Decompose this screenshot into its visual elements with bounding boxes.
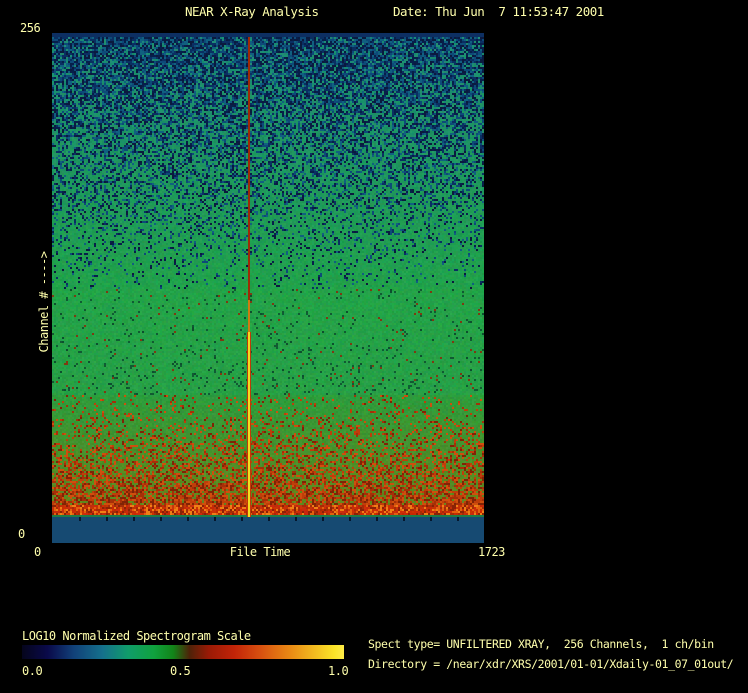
colorbar-label: LOG10 Normalized Spectrogram Scale <box>22 629 251 643</box>
spect-type-info: Spect type= UNFILTERED XRAY, 256 Channel… <box>368 637 714 651</box>
directory-info: Directory = /near/xdr/XRS/2001/01-01/Xda… <box>368 657 734 671</box>
colorbar-tick-min: 0.0 <box>22 664 43 678</box>
y-axis-min-tick: 0 <box>18 527 25 541</box>
y-axis-label: Channel # ----> <box>37 251 51 353</box>
colorbar-tick-max: 1.0 <box>328 664 349 678</box>
x-axis-max-tick: 1723 <box>478 545 505 559</box>
page-title: NEAR X-Ray Analysis <box>185 4 319 19</box>
x-axis-label: File Time <box>229 545 291 559</box>
y-axis-max-tick: 256 <box>20 21 41 35</box>
colorbar-gradient <box>22 645 344 659</box>
colorbar-tick-mid: 0.5 <box>170 664 191 678</box>
x-axis-min-tick: 0 <box>34 545 41 559</box>
date-label: Date: Thu Jun 7 11:53:47 2001 <box>393 4 604 19</box>
spectrogram-plot <box>52 33 484 543</box>
